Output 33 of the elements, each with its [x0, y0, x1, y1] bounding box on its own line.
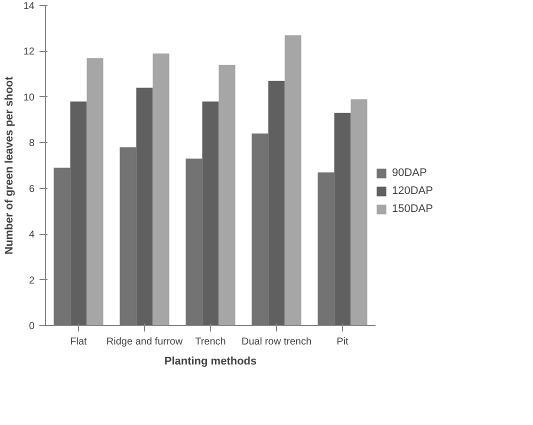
bar [268, 80, 285, 326]
x-tick-label: Ridge and furrow [106, 336, 184, 348]
x-tick-label: Dual row trench [241, 336, 312, 348]
y-tick-label: 8 [28, 138, 35, 150]
x-tick-label: Trench [195, 336, 226, 348]
y-tick-label: 0 [28, 321, 35, 332]
x-tick-label: Flat [70, 336, 88, 348]
bar [218, 64, 236, 326]
x-tick-label: Pit [336, 336, 349, 348]
x-axis-title: Planting methods [164, 356, 257, 368]
y-tick-label: 2 [28, 275, 35, 286]
bar [252, 134, 268, 326]
bar [152, 54, 170, 326]
legend-label: 90DAP [392, 167, 427, 179]
y-tick-label: 12 [23, 46, 35, 58]
bar [54, 168, 70, 326]
bar [86, 58, 104, 326]
bar [284, 35, 302, 326]
bar [136, 88, 153, 326]
bar [70, 102, 87, 326]
y-tick-label: 10 [23, 92, 35, 104]
bar [202, 102, 219, 326]
legend-label: 120DAP [392, 185, 433, 197]
bar [334, 112, 351, 326]
bar [120, 147, 136, 326]
y-axis-title: Number of green leaves per shoot [3, 76, 16, 254]
y-tick-label: 14 [23, 1, 35, 12]
bar [350, 99, 368, 326]
y-tick-label: 6 [28, 184, 35, 195]
legend-label: 150DAP [392, 203, 433, 215]
bar [186, 158, 202, 326]
y-tick-label: 4 [28, 230, 35, 241]
bar [318, 172, 334, 326]
